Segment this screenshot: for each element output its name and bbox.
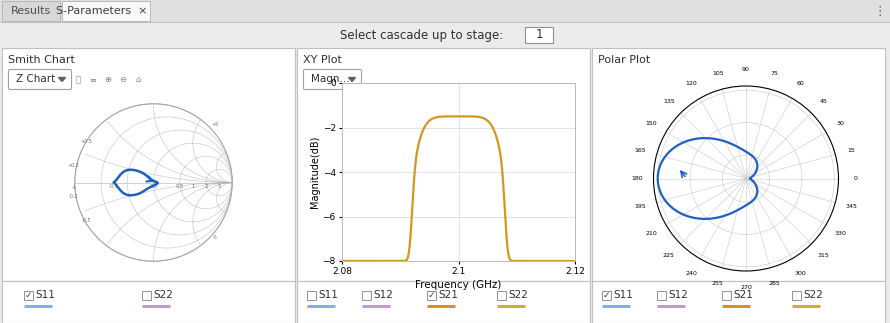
Bar <box>525 27 553 43</box>
Text: 1: 1 <box>535 28 543 41</box>
Text: XY Plot: XY Plot <box>303 55 342 65</box>
Bar <box>297 48 590 281</box>
Text: S22: S22 <box>153 290 173 300</box>
Text: S11: S11 <box>318 290 338 300</box>
Bar <box>307 291 316 300</box>
Text: ✓: ✓ <box>25 291 32 300</box>
Text: Select cascade up to stage:: Select cascade up to stage: <box>340 28 503 41</box>
Bar <box>592 48 885 281</box>
Text: -1: -1 <box>72 185 77 190</box>
Text: +0.2: +0.2 <box>68 163 79 168</box>
Text: Smith Chart: Smith Chart <box>8 55 75 65</box>
Text: Z Chart: Z Chart <box>16 75 55 85</box>
Bar <box>592 281 885 323</box>
Text: 5: 5 <box>217 184 221 189</box>
X-axis label: Frequency (GHz): Frequency (GHz) <box>416 280 502 290</box>
Text: S21: S21 <box>733 290 753 300</box>
Text: Results: Results <box>11 6 51 16</box>
Text: S12: S12 <box>668 290 688 300</box>
Text: S-Parameters  ×: S-Parameters × <box>56 6 148 16</box>
Text: +0.5: +0.5 <box>81 139 93 144</box>
Text: S11: S11 <box>35 290 55 300</box>
Text: Magn...: Magn... <box>311 75 350 85</box>
Text: ✓: ✓ <box>427 291 435 300</box>
Bar <box>0 22 890 48</box>
Bar <box>0 0 890 22</box>
Bar <box>2 1 60 21</box>
Text: S21: S21 <box>438 290 457 300</box>
Text: 1: 1 <box>191 184 195 189</box>
Polygon shape <box>349 78 355 81</box>
Bar <box>297 281 590 323</box>
Bar <box>602 291 611 300</box>
FancyBboxPatch shape <box>303 69 361 89</box>
Bar <box>792 291 801 300</box>
Text: S12: S12 <box>373 290 392 300</box>
Text: 0.0: 0.0 <box>150 184 158 189</box>
Y-axis label: Magnitude(dB): Magnitude(dB) <box>310 136 320 208</box>
Bar <box>2 48 295 281</box>
Text: -0.5: -0.5 <box>109 184 119 189</box>
Bar <box>2 281 295 323</box>
Bar <box>142 291 151 300</box>
Text: -0.2: -0.2 <box>69 194 78 199</box>
Text: ⋮: ⋮ <box>874 5 886 17</box>
Bar <box>427 291 436 300</box>
Text: ⊕: ⊕ <box>104 76 111 85</box>
Text: S22: S22 <box>508 290 528 300</box>
Bar <box>657 291 666 300</box>
Text: -5: -5 <box>213 235 217 240</box>
Polygon shape <box>59 78 66 81</box>
Text: Polar Plot: Polar Plot <box>598 55 651 65</box>
Bar <box>362 291 371 300</box>
Bar <box>24 291 33 300</box>
Text: S11: S11 <box>613 290 633 300</box>
Text: ✓: ✓ <box>603 291 610 300</box>
Text: 0.5: 0.5 <box>175 184 183 189</box>
Text: -0.5: -0.5 <box>82 218 92 223</box>
Text: +5: +5 <box>211 122 219 127</box>
Text: ⌂: ⌂ <box>135 76 141 85</box>
Bar <box>62 1 150 21</box>
Text: S22: S22 <box>803 290 823 300</box>
Text: ⊖: ⊖ <box>119 76 126 85</box>
FancyBboxPatch shape <box>9 69 71 89</box>
Bar <box>497 291 506 300</box>
Text: 🔗: 🔗 <box>76 76 80 85</box>
Bar <box>722 291 731 300</box>
Text: ≡: ≡ <box>90 76 96 85</box>
Text: 2: 2 <box>205 184 208 189</box>
